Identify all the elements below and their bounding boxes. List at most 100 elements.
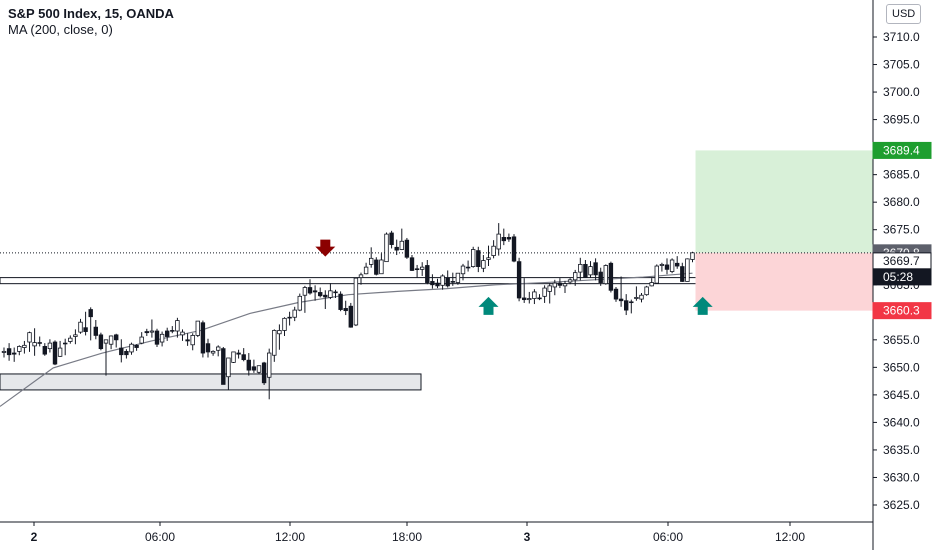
candle bbox=[557, 278, 563, 289]
candle bbox=[6, 343, 12, 361]
candle-body bbox=[11, 352, 17, 355]
candle-body bbox=[297, 295, 302, 311]
currency-button[interactable]: USD bbox=[886, 4, 922, 24]
candle bbox=[394, 239, 399, 256]
y-tick-label: 3640.0 bbox=[883, 415, 920, 429]
candle bbox=[343, 300, 348, 316]
candle-body bbox=[98, 334, 104, 350]
x-tick-label: 18:00 bbox=[392, 530, 422, 544]
candle-body bbox=[282, 317, 287, 331]
indicator-legend[interactable]: MA (200, close, 0) bbox=[8, 22, 113, 37]
candle bbox=[297, 293, 302, 312]
candle bbox=[639, 293, 644, 303]
candle-body bbox=[491, 245, 496, 256]
candle-body bbox=[389, 232, 394, 245]
candle-body bbox=[669, 259, 675, 272]
candle-body bbox=[302, 287, 308, 296]
candle-body bbox=[522, 297, 527, 301]
candle bbox=[47, 339, 53, 353]
candle-body bbox=[654, 265, 659, 284]
candle-body bbox=[73, 334, 78, 337]
candle-body bbox=[190, 335, 195, 346]
candle-body bbox=[435, 282, 440, 287]
candle bbox=[144, 328, 149, 336]
candle bbox=[629, 299, 634, 314]
candle-body bbox=[328, 290, 333, 298]
countdown-label-bg bbox=[872, 268, 932, 286]
candle bbox=[124, 349, 129, 359]
x-tick-label: 12:00 bbox=[775, 530, 805, 544]
candle bbox=[287, 311, 292, 326]
candle-body bbox=[307, 287, 313, 294]
candle bbox=[195, 320, 200, 338]
candle-body bbox=[618, 298, 624, 302]
y-tick-label: 3630.0 bbox=[883, 470, 920, 484]
candle bbox=[389, 230, 394, 249]
candle bbox=[445, 270, 450, 288]
candle bbox=[277, 324, 282, 350]
countdown-label-text: 05:28 bbox=[883, 270, 913, 284]
candle-body bbox=[557, 282, 563, 286]
candle bbox=[251, 359, 257, 373]
candle bbox=[460, 263, 466, 281]
candle bbox=[282, 317, 287, 336]
candle bbox=[200, 320, 206, 358]
candle bbox=[690, 251, 695, 263]
candle-body bbox=[180, 331, 185, 336]
candle bbox=[236, 349, 241, 359]
candle bbox=[83, 311, 88, 336]
candle bbox=[134, 344, 139, 351]
arrow-up-icon bbox=[692, 296, 713, 315]
candle bbox=[246, 353, 251, 376]
candle-body bbox=[685, 258, 690, 282]
candle bbox=[358, 272, 364, 285]
candle-body bbox=[588, 266, 593, 276]
candle-body bbox=[114, 334, 119, 341]
y-tick-label: 3700.0 bbox=[883, 85, 920, 99]
candle-body bbox=[6, 348, 12, 356]
candle-body bbox=[562, 283, 568, 287]
candle bbox=[379, 253, 384, 275]
candle bbox=[139, 332, 144, 345]
candle bbox=[618, 276, 624, 307]
candle bbox=[669, 258, 675, 274]
candle-body bbox=[399, 240, 404, 250]
candle-body bbox=[266, 352, 272, 378]
y-tick-label: 3635.0 bbox=[883, 443, 920, 457]
candle-body bbox=[425, 265, 430, 283]
candle-body bbox=[481, 260, 486, 269]
x-tick-label: 2 bbox=[31, 530, 38, 544]
candle-body bbox=[598, 271, 603, 283]
candle bbox=[215, 345, 221, 357]
candle bbox=[261, 361, 267, 385]
candle-body bbox=[542, 287, 547, 297]
candle bbox=[598, 267, 603, 286]
candle-body bbox=[353, 277, 359, 326]
candle-body bbox=[470, 249, 476, 267]
candle bbox=[328, 283, 333, 300]
candle bbox=[180, 329, 185, 341]
candle-body bbox=[27, 332, 32, 343]
candle bbox=[226, 357, 231, 390]
candle bbox=[593, 258, 598, 281]
candle bbox=[675, 256, 680, 269]
candle-body bbox=[149, 330, 155, 333]
candle bbox=[154, 328, 160, 347]
candle bbox=[266, 348, 272, 400]
candle-body bbox=[215, 346, 221, 351]
candle-body bbox=[52, 341, 58, 365]
candle bbox=[22, 340, 27, 354]
x-tick-label: 3 bbox=[524, 530, 531, 544]
candle-body bbox=[419, 266, 425, 270]
y-tick-label: 3625.0 bbox=[883, 498, 920, 512]
candle-body bbox=[384, 233, 389, 263]
candle bbox=[547, 283, 552, 304]
candle-body bbox=[32, 342, 37, 347]
candle bbox=[527, 291, 532, 304]
candle-body bbox=[644, 286, 649, 296]
target-price-label-bg bbox=[872, 141, 932, 159]
candle-body bbox=[37, 342, 42, 344]
candle bbox=[42, 343, 47, 356]
candle-body bbox=[552, 282, 557, 288]
